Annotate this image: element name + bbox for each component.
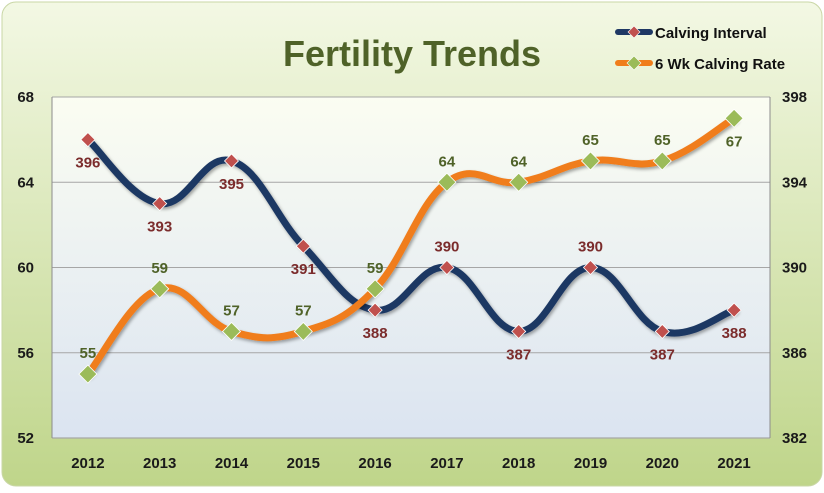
x-tick-label: 2016	[358, 455, 391, 472]
calving-interval-data-label: 388	[363, 325, 388, 342]
calving-rate-point	[78, 364, 98, 384]
chart-title: Fertility Trends	[283, 33, 541, 74]
calving-rate-point	[437, 172, 457, 192]
calving-interval-point	[511, 323, 527, 340]
calving-rate-point	[652, 151, 672, 171]
calving-interval-point	[295, 238, 311, 254]
calving-interval-data-label: 390	[578, 239, 603, 256]
x-tick-label: 2015	[287, 455, 320, 472]
y-left-tick-label: 56	[17, 345, 34, 362]
x-tick-label: 2019	[574, 455, 607, 472]
calving-rate-data-label: 59	[367, 260, 384, 277]
y-left-tick-label: 52	[17, 430, 34, 447]
y-right-tick-label: 398	[782, 89, 807, 106]
calving-rate-point	[724, 108, 744, 128]
calving-interval-point	[654, 323, 670, 340]
calving-rate-point	[221, 321, 242, 342]
x-tick-label: 2017	[430, 455, 463, 472]
legend: Calving Interval 6 Wk Calving Rate	[615, 25, 785, 73]
calving-interval-data-label: 391	[291, 261, 316, 278]
calving-interval-legend-marker	[627, 25, 641, 39]
y-right-tick-label: 382	[782, 430, 807, 447]
calving-interval-point	[152, 195, 168, 212]
y-left-tick-label: 60	[17, 260, 34, 277]
calving-rate-data-label: 59	[151, 260, 168, 277]
calving-rate-data-label: 57	[223, 302, 240, 319]
x-tick-label: 2021	[717, 455, 750, 472]
calving-rate-point	[509, 172, 529, 192]
y-right-tick-label: 386	[782, 345, 807, 362]
calving-interval-data-label: 387	[506, 346, 531, 363]
calving-rate-point	[365, 279, 385, 299]
x-tick-label: 2013	[143, 455, 176, 472]
calving-interval-point	[80, 132, 96, 148]
x-tick-label: 2014	[215, 455, 249, 472]
calving-interval-data-label: 390	[434, 239, 459, 256]
y-left-tick-label: 68	[17, 89, 34, 106]
calving-interval-data-label: 393	[147, 219, 172, 236]
calving-rate-data-label: 65	[654, 132, 671, 149]
calving-interval-legend-label: Calving Interval	[655, 25, 767, 42]
x-tick-label: 2018	[502, 455, 535, 472]
calving-rate-data-label: 64	[510, 153, 527, 170]
calving-interval-data-label: 388	[722, 325, 747, 342]
y-left-tick-label: 64	[17, 174, 34, 191]
calving-interval-data-label: 396	[75, 155, 100, 172]
calving-interval-data-label: 387	[650, 346, 675, 363]
calving-interval-data-label: 395	[219, 176, 244, 193]
calving-interval-line	[84, 136, 738, 337]
calving-rate-data-label: 65	[582, 132, 599, 149]
calving-rate-point	[580, 151, 601, 171]
x-tick-label: 2020	[646, 455, 679, 472]
calving-interval-point	[223, 153, 240, 169]
calving-interval-point	[726, 302, 742, 318]
calving-interval-point	[439, 259, 455, 276]
calving-rate-point	[293, 321, 313, 342]
calving-rate-data-label: 57	[295, 302, 312, 319]
calving-rate-data-label: 64	[439, 153, 456, 170]
calving-rate-data-label: 55	[80, 345, 97, 362]
calving-interval-point	[582, 259, 599, 276]
y-right-tick-label: 394	[782, 174, 808, 191]
calving-rate-legend-marker	[626, 55, 642, 71]
calving-rate-data-label: 67	[726, 133, 743, 150]
calving-interval-point	[367, 302, 383, 318]
x-tick-label: 2012	[71, 455, 104, 472]
calving-rate-legend-label: 6 Wk Calving Rate	[655, 56, 785, 73]
y-right-tick-label: 390	[782, 260, 807, 277]
calving-rate-line	[84, 114, 738, 378]
calving-rate-point	[150, 279, 170, 299]
